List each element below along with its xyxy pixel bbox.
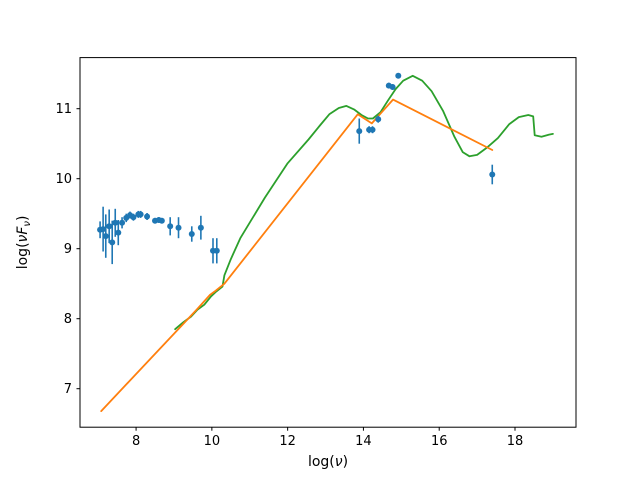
observed-point	[109, 239, 116, 246]
observed-point	[137, 211, 144, 218]
observed-point	[395, 72, 402, 79]
x-tick-label: 10	[204, 434, 221, 449]
observed-point	[389, 84, 396, 90]
orange-model-curve	[100, 98, 494, 412]
observed-point	[130, 214, 137, 221]
x-tick-label: 8	[132, 434, 140, 449]
observed-point	[119, 219, 126, 226]
y-axis-label-part: ν	[15, 234, 31, 242]
y-axis-label: log(νFν)	[15, 216, 33, 270]
observed-point	[100, 226, 107, 233]
x-tick-label: 16	[431, 434, 448, 449]
y-axis-label-part: F	[15, 226, 31, 235]
observed-point	[158, 217, 165, 224]
y-tick-label: 11	[55, 102, 72, 117]
observed-point	[112, 219, 119, 226]
observed-point	[489, 171, 496, 178]
observed-point	[197, 224, 204, 231]
x-axis-label-part: ν	[335, 454, 343, 470]
x-tick-label: 14	[355, 434, 372, 449]
y-axis-label-part: )	[15, 216, 31, 221]
x-tick-label: 12	[279, 434, 296, 449]
observed-point	[375, 116, 382, 123]
x-axis-label-part: log(	[308, 454, 335, 470]
observed-point	[167, 223, 174, 230]
observed-point	[102, 233, 109, 240]
x-axis-label: log(ν)	[308, 454, 348, 470]
y-axis-label-part: ν	[22, 221, 33, 227]
y-tick-label: 10	[55, 172, 72, 187]
observed-point	[369, 126, 376, 133]
x-tick-label: 18	[507, 434, 524, 449]
observed-point	[356, 128, 363, 135]
y-tick-label: 7	[64, 382, 72, 397]
observed-point	[175, 224, 182, 231]
plot-border	[79, 57, 577, 428]
x-axis-label-part: )	[343, 454, 348, 470]
observed-point	[188, 231, 195, 237]
observed-point	[106, 223, 113, 230]
y-tick-label: 8	[64, 312, 72, 327]
observed-points	[97, 72, 496, 265]
y-tick-label: 9	[64, 242, 72, 257]
observed-point	[115, 229, 122, 236]
green-model-curve	[174, 74, 554, 331]
y-axis-label-part: log(	[15, 242, 31, 269]
observed-point	[213, 247, 220, 254]
observed-point	[144, 213, 151, 220]
